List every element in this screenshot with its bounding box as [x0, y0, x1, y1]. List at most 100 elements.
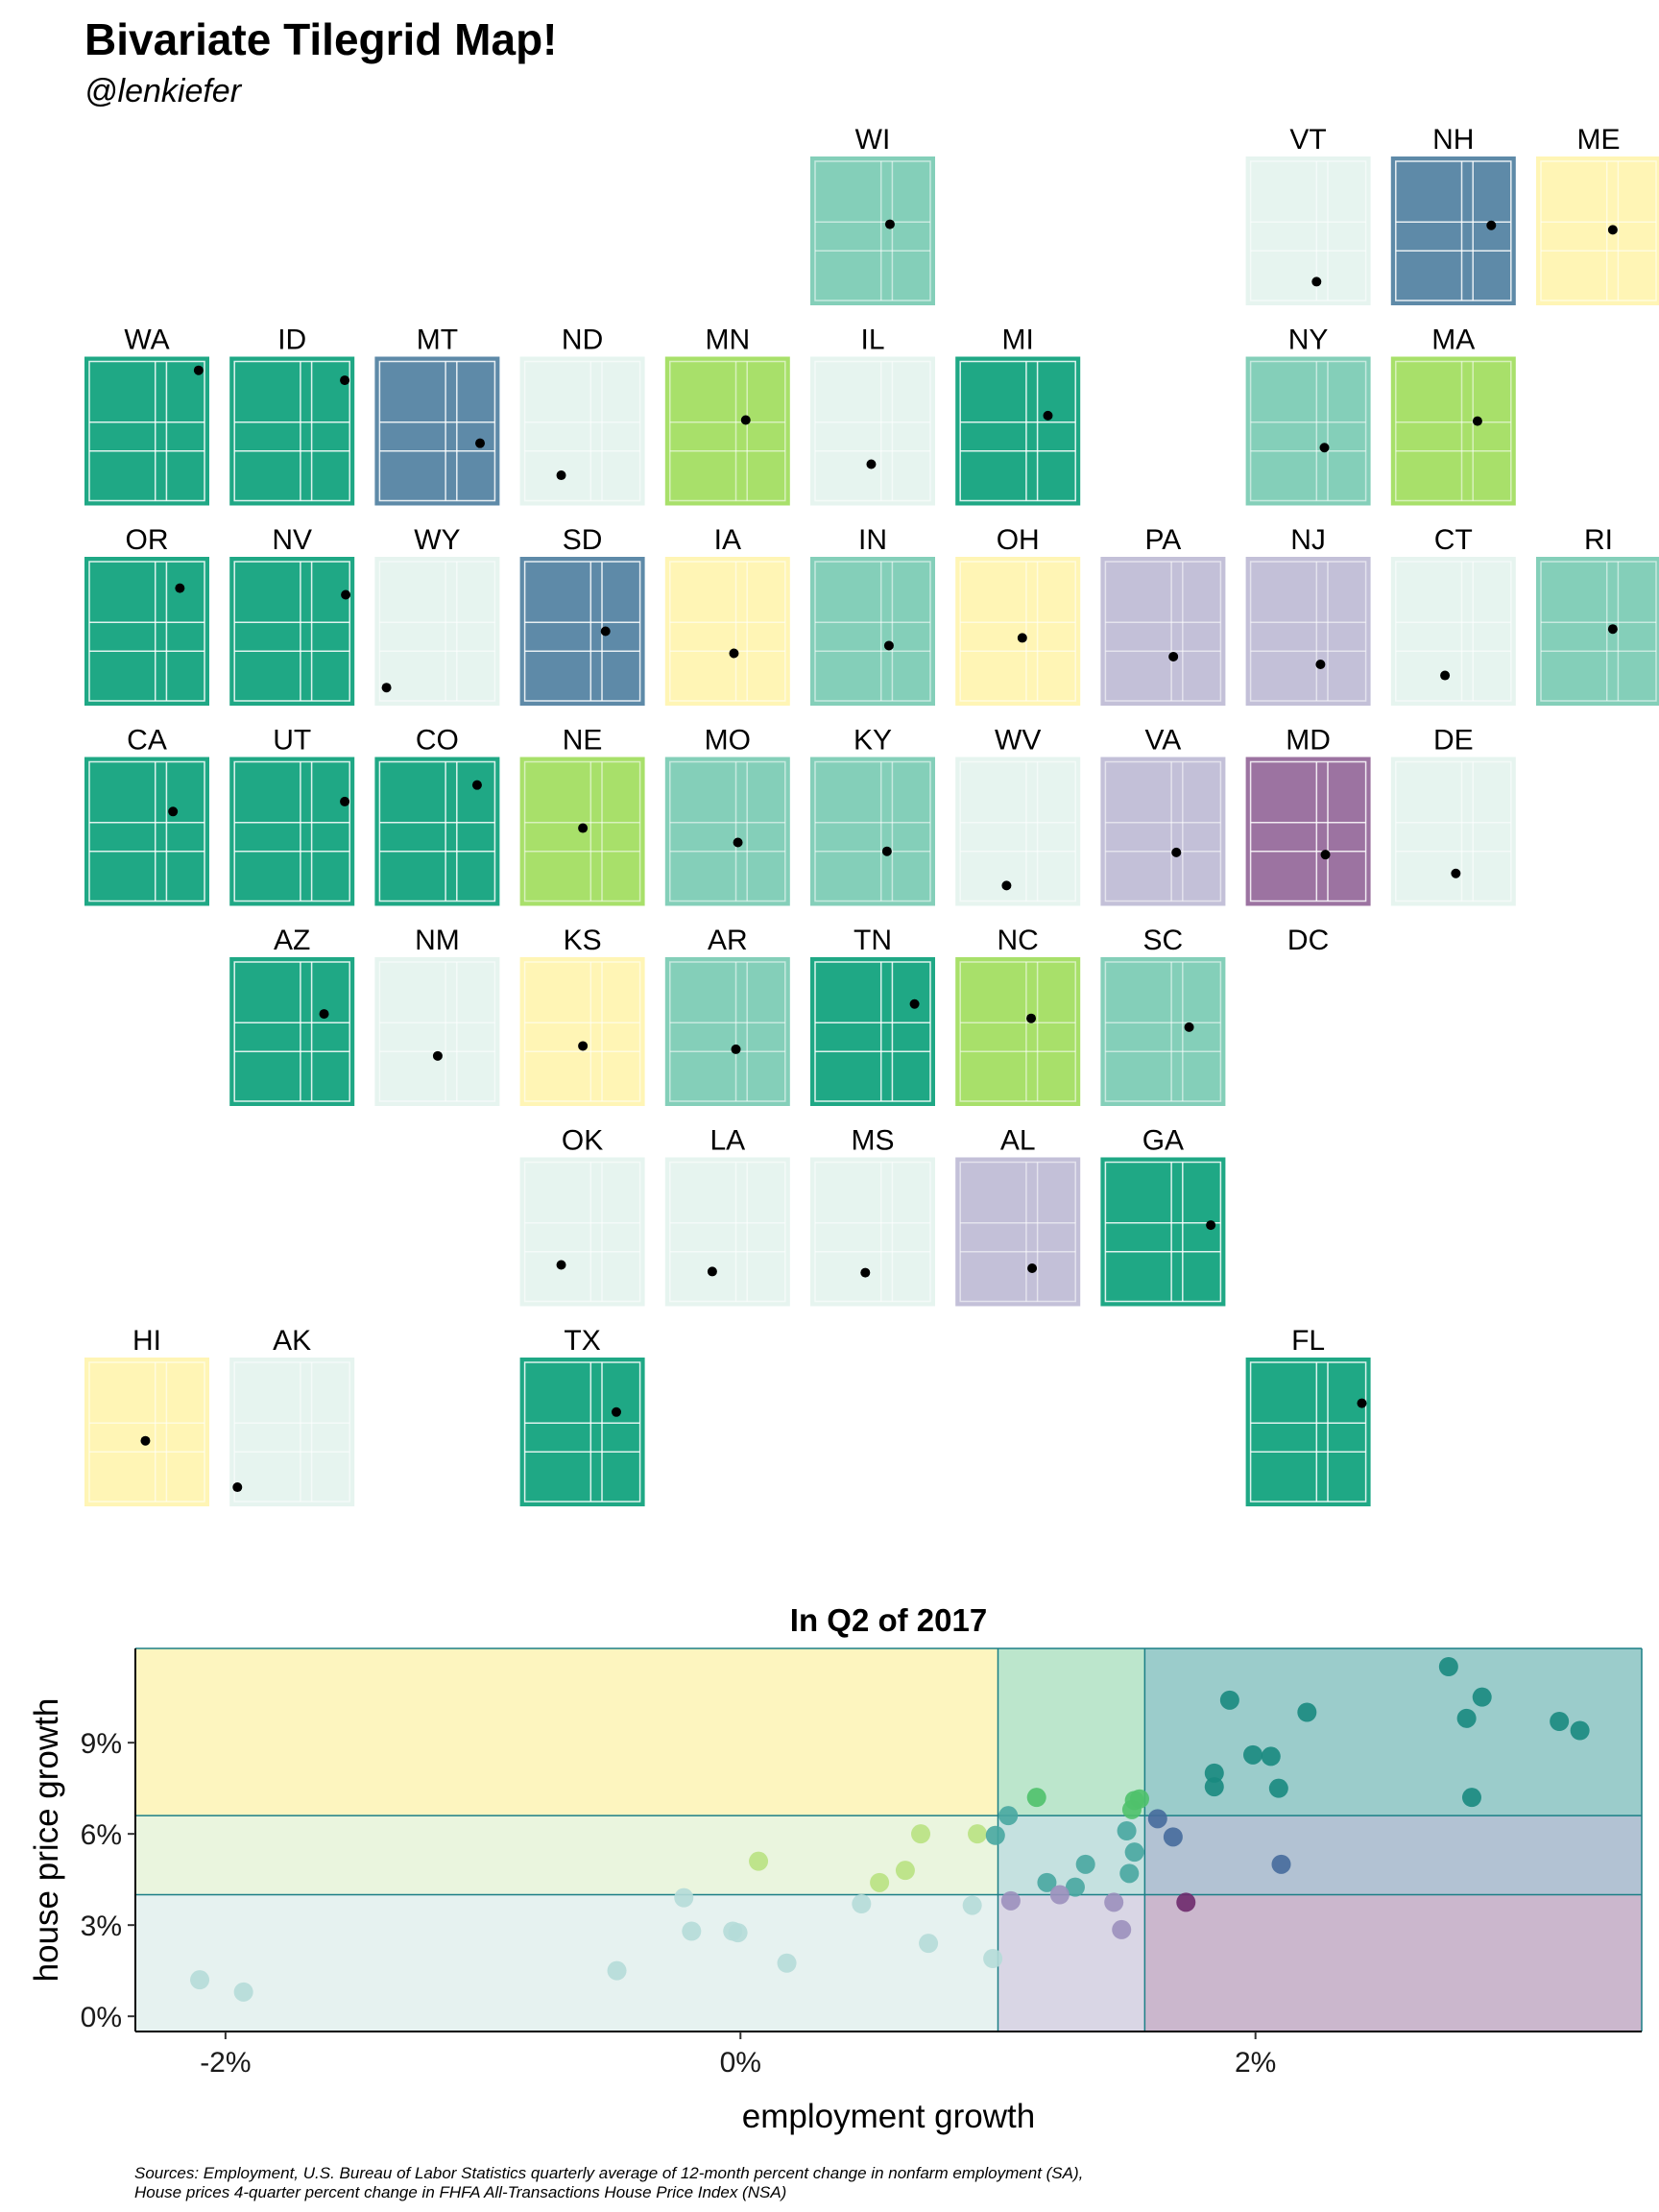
tile-ne: NE [519, 725, 645, 906]
tile-sd: SD [519, 524, 645, 706]
tile-label: UT [273, 725, 311, 757]
sources-line-1: Sources: Employment, U.S. Bureau of Labo… [134, 2164, 1084, 2182]
tile-ms: MS [810, 1125, 935, 1307]
tile-label: GA [1142, 1125, 1184, 1157]
tile-ks: KS [519, 925, 645, 1106]
tile-label: MN [705, 325, 750, 356]
tile-dot [1357, 1398, 1367, 1408]
scatter-point [1176, 1892, 1196, 1912]
tile-dot [175, 583, 185, 593]
tile-rect [955, 957, 1081, 1106]
tile-rect [1100, 557, 1226, 706]
scatter-point [1000, 1890, 1021, 1911]
tile-rect [519, 1358, 645, 1506]
scatter-point [1268, 1778, 1288, 1798]
tile-wi: WI [810, 124, 935, 305]
tile-ia: IA [664, 524, 790, 706]
tile-rect [374, 957, 500, 1106]
tile-frame [1249, 760, 1367, 902]
tile-label: IL [860, 325, 884, 356]
tile-dot [1311, 276, 1322, 287]
tile-me: ME [1536, 124, 1659, 305]
tile-frame [1395, 360, 1512, 502]
tile-rect [664, 557, 790, 706]
y-axis-title: house price growth [28, 1698, 65, 1983]
tile-label: DC [1287, 925, 1329, 956]
tile-dot [578, 823, 589, 833]
tile-id: ID [229, 325, 355, 506]
tile-label: AL [1000, 1125, 1036, 1157]
tile-ct: CT [1390, 524, 1516, 706]
tile-rect [664, 757, 790, 906]
tile-frame [88, 1361, 205, 1503]
tile-rect [664, 1157, 790, 1307]
tile-frame [959, 760, 1076, 902]
tile-label: NY [1288, 325, 1329, 356]
scatter-point [1472, 1687, 1492, 1707]
tile-label: MI [1002, 325, 1034, 356]
tile-rect [810, 557, 935, 706]
tile-dot [600, 626, 611, 637]
scatter-point [1049, 1885, 1070, 1905]
tile-rect [1245, 356, 1371, 506]
tile-dot [1486, 220, 1497, 230]
tile-label: SD [563, 524, 603, 556]
tile-rect [1390, 156, 1516, 305]
tile-frame [1249, 360, 1367, 502]
tile-rect [810, 356, 935, 506]
tile-dot [909, 998, 920, 1009]
y-tick-label: 3% [81, 1911, 122, 1942]
tile-dot [1607, 624, 1618, 635]
tile-tx: TX [519, 1325, 645, 1506]
tile-frame [233, 561, 350, 702]
tile-nh: NH [1390, 124, 1516, 305]
tile-label: KY [854, 725, 892, 757]
tile-label: NC [998, 925, 1039, 956]
tile-oh: OH [955, 524, 1081, 706]
tile-label: TX [564, 1325, 600, 1357]
zone-rect [998, 1815, 1145, 1895]
tile-rect [955, 1157, 1081, 1307]
tile-frame [959, 561, 1076, 702]
scatter-point [968, 1824, 988, 1844]
scatter-point [674, 1887, 694, 1908]
tile-rect [1245, 557, 1371, 706]
tile-frame [669, 561, 786, 702]
tile-frame [378, 760, 496, 902]
tile-frame [814, 1161, 931, 1303]
tile-rect [810, 757, 935, 906]
scatter-title: In Q2 of 2017 [790, 1602, 987, 1638]
tile-frame [814, 961, 931, 1102]
tile-ak: AK [229, 1325, 355, 1506]
tile-label: MD [1286, 725, 1331, 757]
tile-de: DE [1390, 725, 1516, 906]
tile-dc: DC [1287, 925, 1329, 956]
tile-dot [1440, 670, 1451, 681]
zone-rect [135, 1815, 998, 1895]
scatter-point [1438, 1657, 1458, 1676]
scatter-point [1112, 1919, 1132, 1939]
scatter-point [895, 1861, 915, 1881]
tile-rect [1100, 957, 1226, 1106]
tile-dot [319, 1009, 329, 1020]
tile-dot [729, 648, 739, 659]
scatter-point [723, 1921, 743, 1941]
tile-label: CO [416, 725, 459, 757]
scatter-point [1026, 1788, 1046, 1808]
tile-label: WI [855, 124, 891, 156]
scatter-point [1124, 1791, 1144, 1811]
tile-label: KS [564, 925, 602, 956]
tile-dot [140, 1435, 151, 1446]
tile-in: IN [810, 524, 935, 706]
zone-rect [135, 1894, 998, 2032]
tile-label: WV [995, 725, 1041, 757]
scatter-point [870, 1872, 890, 1892]
scatter-point [749, 1851, 769, 1871]
zone-rect [1144, 1815, 1642, 1895]
scatter-point [1271, 1854, 1291, 1874]
tile-wy: WY [374, 524, 500, 706]
tile-dot [340, 375, 350, 386]
scatter-point [1119, 1863, 1140, 1884]
tile-label: MT [417, 325, 458, 356]
y-tick-label: 0% [81, 2002, 122, 2033]
